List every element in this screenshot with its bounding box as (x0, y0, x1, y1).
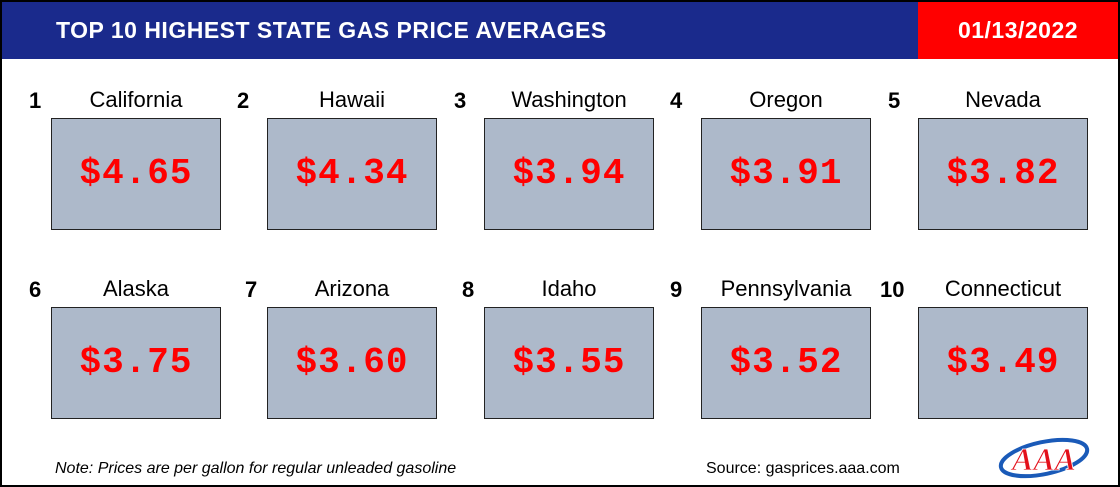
price-value: $4.65 (51, 118, 221, 230)
source-credit: Source: gasprices.aaa.com (706, 460, 900, 477)
state-name: Oregon (749, 87, 823, 112)
price-value: $3.82 (918, 118, 1088, 230)
state-name: Hawaii (318, 87, 386, 112)
rank-number: 4 (670, 88, 683, 113)
rank-number: 10 (880, 277, 905, 302)
rank-number: 5 (888, 88, 901, 113)
rank-number: 6 (29, 277, 42, 302)
rank-number: 8 (462, 277, 475, 302)
state-name: Pennsylvania (720, 276, 852, 301)
price-value: $3.91 (701, 118, 871, 230)
state-name: Arizona (314, 276, 390, 301)
rank-number: 3 (454, 88, 467, 113)
state-name: Idaho (541, 276, 597, 301)
date-badge: 01/13/2022 (918, 2, 1118, 59)
price-value: $3.60 (267, 307, 437, 419)
page-title: TOP 10 HIGHEST STATE GAS PRICE AVERAGES (2, 2, 918, 59)
price-value: $3.94 (484, 118, 654, 230)
rank-number: 1 (29, 88, 42, 113)
state-name: Washington (511, 87, 627, 112)
price-value: $3.49 (918, 307, 1088, 419)
state-name: California (89, 87, 183, 112)
svg-text:AAA: AAA (1010, 441, 1076, 477)
price-value: $3.55 (484, 307, 654, 419)
rank-number: 7 (245, 277, 258, 302)
price-value: $3.75 (51, 307, 221, 419)
state-name: Connecticut (944, 276, 1062, 301)
rank-number: 9 (670, 277, 683, 302)
state-name: Nevada (965, 87, 1041, 112)
price-value: $4.34 (267, 118, 437, 230)
rank-number: 2 (237, 88, 250, 113)
footnote: Note: Prices are per gallon for regular … (55, 460, 457, 477)
price-value: $3.52 (701, 307, 871, 419)
state-name: Alaska (102, 276, 170, 301)
aaa-logo-icon: AAA (998, 437, 1090, 479)
